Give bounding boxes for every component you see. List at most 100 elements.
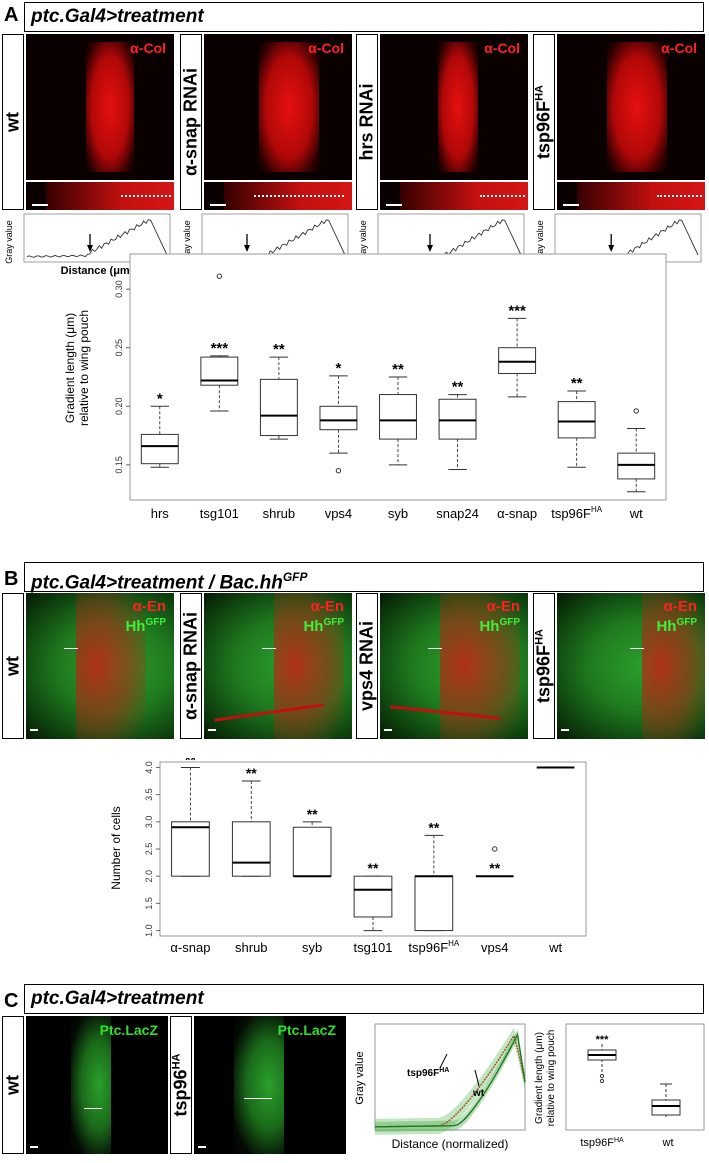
category-label: wt <box>548 940 562 955</box>
profile-arrowhead <box>427 245 433 252</box>
category-label: snap24 <box>436 506 479 521</box>
panel-letter-a: A <box>4 4 19 26</box>
series-band-wt <box>375 1029 525 1132</box>
profile-ylabel: Gray value <box>358 220 368 264</box>
category-label: shrub <box>263 506 296 521</box>
series-arrow <box>474 1069 480 1087</box>
profile-ylabel: Gray value <box>535 220 545 264</box>
y-axis-label-line1: Gradient length (μm) <box>534 1032 545 1124</box>
scale-bar <box>561 729 569 731</box>
label-text: Hh <box>125 618 146 635</box>
box <box>414 875 454 932</box>
image-side-label-text: wt <box>2 1075 23 1095</box>
scale-bar <box>386 204 402 206</box>
box <box>651 1099 681 1116</box>
profile-ylabel: Gray value <box>4 220 14 264</box>
stain-label: α-Col <box>661 40 697 56</box>
scale-bar <box>384 729 392 731</box>
profile-arrowhead <box>244 245 250 252</box>
stain-label-en: α-En <box>486 598 520 615</box>
micrograph-col-zoom <box>26 182 174 210</box>
box <box>353 875 393 918</box>
measure-line <box>254 195 344 197</box>
col-stripe <box>259 42 319 172</box>
micrograph-col: α-Col <box>26 34 174 180</box>
profile-arrowhead <box>87 245 93 252</box>
panel-letter-b: B <box>4 568 19 590</box>
category-label: wt <box>662 1137 674 1149</box>
panel-a-title: ptc.Gal4>treatment <box>24 2 704 32</box>
y-tick-label: 0.15 <box>114 456 124 474</box>
col-stripe <box>607 42 667 172</box>
outlier-point <box>492 846 498 852</box>
micrograph-en-hh: α-En HhGFP <box>380 593 528 739</box>
image-side-label: wt <box>2 34 24 210</box>
stain-label: Ptc.LacZ <box>277 1022 336 1038</box>
scale-bar <box>210 204 226 206</box>
panel-letter-c: C <box>4 990 19 1012</box>
micrograph-en-hh: α-En HhGFP <box>557 593 705 739</box>
significance-label: ** <box>452 379 464 396</box>
micrograph-col: α-Col <box>204 34 352 180</box>
y-tick-label: 4.0 <box>144 761 154 774</box>
y-tick-label: 0.25 <box>114 339 124 357</box>
outlier-point <box>216 273 223 279</box>
outlier-point <box>599 1078 605 1084</box>
panel-a-title-text: ptc.Gal4>treatment <box>31 6 204 27</box>
panel-b-title-sup: GFP <box>282 570 308 584</box>
category-label: wt <box>629 506 643 521</box>
stain-label-hh: HhGFP <box>303 617 344 635</box>
label-sup: GFP <box>323 617 344 628</box>
scale-bar <box>32 204 48 206</box>
measure-line <box>480 195 525 197</box>
scale-bar <box>198 1146 206 1148</box>
panel-b-title-text: ptc.Gal4>treatment / Bac.hh <box>31 572 283 594</box>
stain-label: α-Col <box>130 40 166 56</box>
col-stripe <box>86 42 134 172</box>
outlier-point <box>633 408 639 414</box>
scale-bar <box>30 1146 38 1148</box>
panel-b-title: ptc.Gal4>treatment / Bac.hhGFP <box>24 562 704 594</box>
box <box>319 405 358 431</box>
image-side-label: tsp96HA <box>170 1016 192 1154</box>
significance-label: ** <box>571 375 583 392</box>
y-axis-label-line1: Gradient length (μm) <box>63 313 77 423</box>
micrograph-ptc-lacz: Ptc.LacZ <box>26 1016 168 1154</box>
significance-label: ** <box>428 819 439 835</box>
image-side-label: α-snap RNAi <box>180 593 202 739</box>
category-label: vps4 <box>481 940 508 955</box>
scale-bar <box>208 729 216 731</box>
image-side-label: tsp96FHA <box>533 34 555 210</box>
image-side-label-text: vps4 RNAi <box>356 620 377 712</box>
image-side-label-text: wt <box>2 656 23 676</box>
image-side-label: wt <box>2 1016 24 1154</box>
en-domain <box>274 593 344 739</box>
category-sup: HA <box>448 939 460 948</box>
col-stripe <box>438 42 478 172</box>
x-axis-label: Distance (normalized) <box>392 1137 509 1151</box>
stain-label-hh: HhGFP <box>656 617 697 635</box>
y-axis-label-line2: relative to wing pouch <box>546 1030 557 1127</box>
box <box>617 452 656 480</box>
category-label: α-snap <box>497 506 537 521</box>
label-text: Hh <box>303 618 324 635</box>
series-label-tsp96f: tsp96FHA <box>407 1067 449 1079</box>
profile-curve <box>26 219 168 258</box>
stain-label-en: α-En <box>663 598 697 615</box>
measure-line <box>428 648 442 649</box>
measure-line <box>244 1098 272 1099</box>
box <box>498 347 537 374</box>
series-label-sup: HA <box>439 1067 449 1074</box>
image-side-label-text: tsp96HA <box>170 1053 191 1117</box>
panel-b-boxplot: 1.0 1.5 2.0 2.5 3.0 3.5 4.0 ** α-snap ** shrub ** sy… <box>90 751 590 958</box>
en-domain <box>76 593 146 739</box>
y-tick-label: 3.5 <box>144 788 154 801</box>
image-side-label-text: tsp96FHA <box>533 85 554 159</box>
stain-label-hh: HhGFP <box>479 617 520 635</box>
category-label: tsp96FHA <box>551 505 603 521</box>
stain-label-en: α-En <box>132 598 166 615</box>
box <box>557 401 596 439</box>
plot-frame <box>565 1023 705 1131</box>
label-sup: GFP <box>499 617 520 628</box>
y-tick-label: 0.20 <box>114 398 124 416</box>
